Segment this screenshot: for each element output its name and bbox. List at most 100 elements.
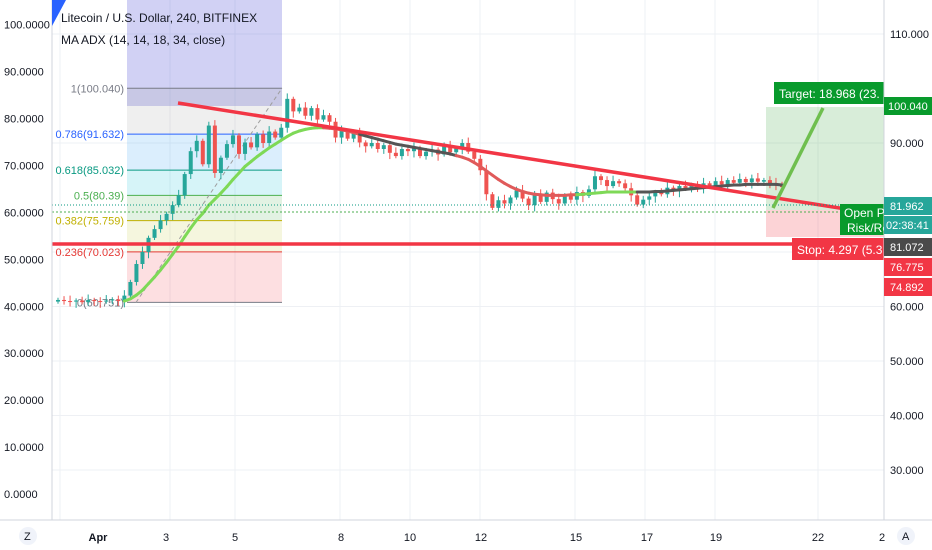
stop-text: Stop: 4.297 (5.3 bbox=[797, 243, 883, 257]
auto-scale-right-button[interactable]: A bbox=[897, 527, 915, 545]
ma-segment bbox=[183, 226, 193, 239]
right-tick-label: 50.000 bbox=[890, 356, 924, 368]
left-tick-label: 40.0000 bbox=[4, 301, 44, 313]
candle-body bbox=[520, 190, 525, 199]
ma-segment bbox=[774, 182, 784, 187]
candle-body bbox=[689, 184, 694, 189]
badge-entry-text: 81.962 bbox=[890, 201, 924, 213]
candle-body bbox=[261, 134, 266, 143]
left-tick-label: 100.0000 bbox=[4, 20, 50, 32]
auto-scale-left-button[interactable]: Z bbox=[19, 527, 37, 545]
candle-body bbox=[182, 174, 187, 196]
left-tick-label: 70.0000 bbox=[4, 160, 44, 172]
candle-body bbox=[104, 300, 109, 302]
candle-body bbox=[478, 158, 483, 171]
ma-segment bbox=[159, 260, 169, 272]
candle-body bbox=[267, 131, 272, 143]
right-tick-label: 90.000 bbox=[890, 138, 924, 150]
candle-body bbox=[158, 220, 163, 230]
candle-body bbox=[538, 194, 543, 202]
candle-body bbox=[176, 195, 181, 206]
fib-level-label: 0.5(80.39) bbox=[74, 190, 124, 202]
time-axis[interactable]: Apr 3 5 8 10 12 15 17 19 22 2 bbox=[89, 532, 886, 544]
candle-body bbox=[116, 299, 121, 302]
candle-body bbox=[653, 192, 658, 197]
candle-body bbox=[755, 178, 760, 182]
candle-body bbox=[707, 183, 712, 187]
trendline[interactable] bbox=[177, 101, 853, 212]
badge-stop-top: 76.775 bbox=[884, 258, 932, 276]
candle-body bbox=[140, 252, 145, 264]
candle-body bbox=[369, 143, 374, 147]
candle-body bbox=[556, 199, 561, 204]
candle-body bbox=[345, 131, 350, 139]
open-position-label[interactable]: Open P Risk/Re bbox=[840, 204, 889, 235]
candle-body bbox=[411, 147, 416, 152]
candle-body bbox=[418, 147, 422, 157]
candle-body bbox=[725, 180, 730, 185]
ma-segment bbox=[189, 218, 199, 230]
candle-body bbox=[749, 178, 754, 183]
candle-body bbox=[80, 300, 85, 303]
candle-body bbox=[92, 299, 97, 302]
candle-body bbox=[357, 133, 362, 143]
candle-body bbox=[164, 213, 169, 221]
indicator-legend[interactable]: MA ADX (14, 14, 18, 34, close) bbox=[61, 33, 225, 47]
time-tick-label: 8 bbox=[338, 532, 344, 544]
candle-body bbox=[230, 135, 235, 145]
fib-band bbox=[127, 251, 282, 303]
candle-body bbox=[623, 183, 628, 189]
time-tick-label: 2 bbox=[879, 532, 885, 544]
candle-body bbox=[592, 176, 597, 190]
candle-body bbox=[502, 200, 507, 204]
candle-body bbox=[273, 131, 278, 138]
projection-arrow[interactable] bbox=[771, 107, 825, 209]
target-label[interactable]: Target: 18.968 (23. bbox=[774, 82, 884, 104]
badge-entry: 81.962 bbox=[884, 197, 932, 215]
candle-body bbox=[405, 148, 410, 152]
left-tick-label: 0.0000 bbox=[4, 489, 38, 501]
candle-body bbox=[110, 299, 115, 301]
risk-text: Risk/Re bbox=[847, 221, 889, 235]
candle-body bbox=[321, 115, 326, 120]
left-axis[interactable]: 100.0000 90.0000 80.0000 70.0000 60.0000 50.0… bbox=[4, 20, 50, 502]
candle-body bbox=[424, 151, 429, 157]
candle-body bbox=[472, 151, 477, 159]
badge-last: 81.072 bbox=[884, 238, 932, 256]
fib-level-label: 0.786(91.632) bbox=[56, 129, 125, 141]
candle-body bbox=[719, 181, 724, 185]
candle-body bbox=[683, 186, 688, 189]
candle-body bbox=[128, 281, 133, 296]
candle-body bbox=[743, 178, 748, 183]
time-tick-label: 17 bbox=[641, 532, 653, 544]
fib-band bbox=[127, 195, 282, 221]
candle-body bbox=[731, 180, 736, 183]
candle-body bbox=[490, 194, 495, 208]
ma-segment bbox=[225, 178, 235, 189]
time-tick-label: 5 bbox=[232, 532, 238, 544]
time-tick-label: 3 bbox=[163, 532, 169, 544]
candle-body bbox=[285, 98, 290, 128]
candle-body bbox=[134, 263, 139, 282]
candle-body bbox=[218, 157, 223, 173]
candle-body bbox=[62, 299, 67, 302]
fib-levels[interactable]: 1(100.040) 0.786(91.632) 0.618(85.032) 0.5(… bbox=[56, 83, 283, 309]
candle-body bbox=[713, 181, 718, 187]
candle-body bbox=[761, 180, 766, 182]
target-zone[interactable] bbox=[766, 107, 884, 210]
candle-body bbox=[484, 170, 489, 195]
chart-title[interactable]: Litecoin / U.S. Dollar, 240, BITFINEX bbox=[61, 11, 257, 25]
candle-body bbox=[532, 194, 537, 206]
candle-body bbox=[279, 127, 284, 138]
candle-body bbox=[659, 192, 664, 195]
candle-body bbox=[170, 205, 175, 214]
candle-body bbox=[200, 140, 205, 165]
candle-body bbox=[74, 300, 79, 302]
candle-body bbox=[363, 142, 368, 147]
candle-body bbox=[98, 301, 103, 303]
left-tick-label: 90.0000 bbox=[4, 66, 44, 78]
stop-label[interactable]: Stop: 4.297 (5.3 bbox=[792, 238, 884, 260]
time-tick-label: 15 bbox=[570, 532, 582, 544]
left-tick-label: 20.0000 bbox=[4, 395, 44, 407]
